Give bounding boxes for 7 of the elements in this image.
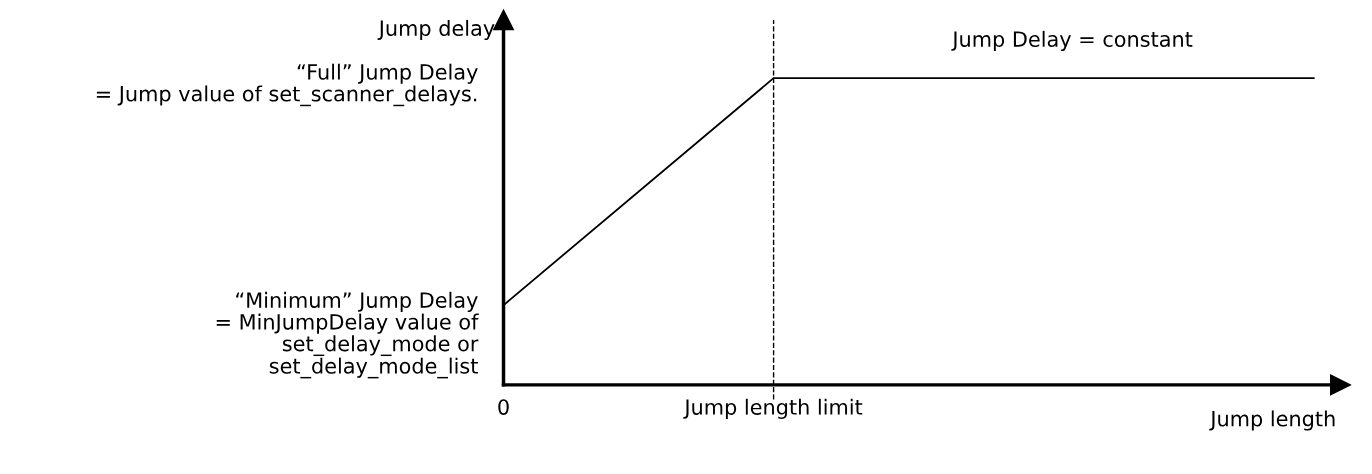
text: “Minimum” Jump Delay = MinJumpDelay value of set_delay_mode or set_delay_mode_list xyxy=(216,291,479,379)
x-axis-title: Jump length xyxy=(1209,410,1335,431)
x-tick-label: 0 xyxy=(498,399,509,415)
text: “Full” Jump Delay = Jump value of set_scanner_delays. xyxy=(96,63,478,107)
x-tick-label: Jump length limit xyxy=(683,398,863,419)
y-axis-title: Jump delay xyxy=(377,19,495,41)
text: Jump Delay = constant xyxy=(951,30,1193,52)
